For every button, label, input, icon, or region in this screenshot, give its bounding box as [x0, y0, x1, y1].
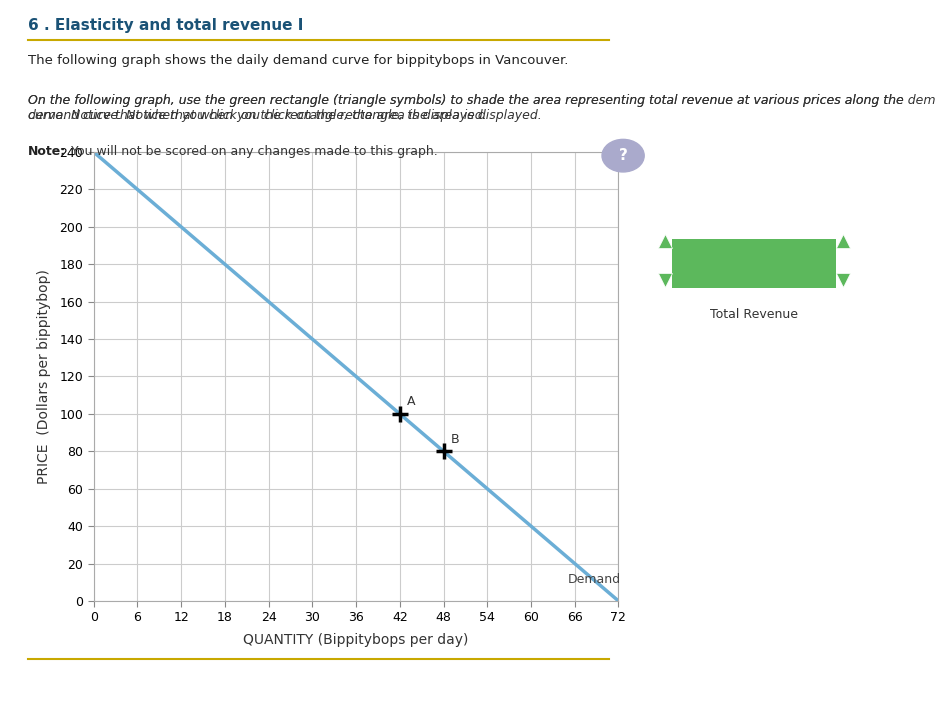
- Text: A: A: [406, 395, 416, 408]
- Text: ?: ?: [618, 148, 627, 163]
- Y-axis label: PRICE  (Dollars per bippitybop): PRICE (Dollars per bippitybop): [37, 269, 51, 484]
- FancyBboxPatch shape: [672, 239, 835, 287]
- Text: B: B: [450, 433, 459, 446]
- Text: 6 . Elasticity and total revenue I: 6 . Elasticity and total revenue I: [28, 18, 303, 33]
- Text: On the following graph, use the green rectangle (triangle symbols) to shade the : On the following graph, use the green re…: [28, 94, 903, 122]
- Text: Note:: Note:: [28, 145, 66, 158]
- Text: You will not be scored on any changes made to this graph.: You will not be scored on any changes ma…: [67, 145, 438, 158]
- Text: Demand: Demand: [567, 573, 620, 586]
- Circle shape: [602, 139, 644, 172]
- Text: Total Revenue: Total Revenue: [709, 308, 797, 321]
- X-axis label: QUANTITY (Bippitybops per day): QUANTITY (Bippitybops per day): [243, 633, 468, 647]
- Text: The following graph shows the daily demand curve for bippitybops in Vancouver.: The following graph shows the daily dema…: [28, 54, 568, 67]
- Text: On the following graph, use the green rectangle (triangle symbols) to shade the : On the following graph, use the green re…: [28, 94, 936, 122]
